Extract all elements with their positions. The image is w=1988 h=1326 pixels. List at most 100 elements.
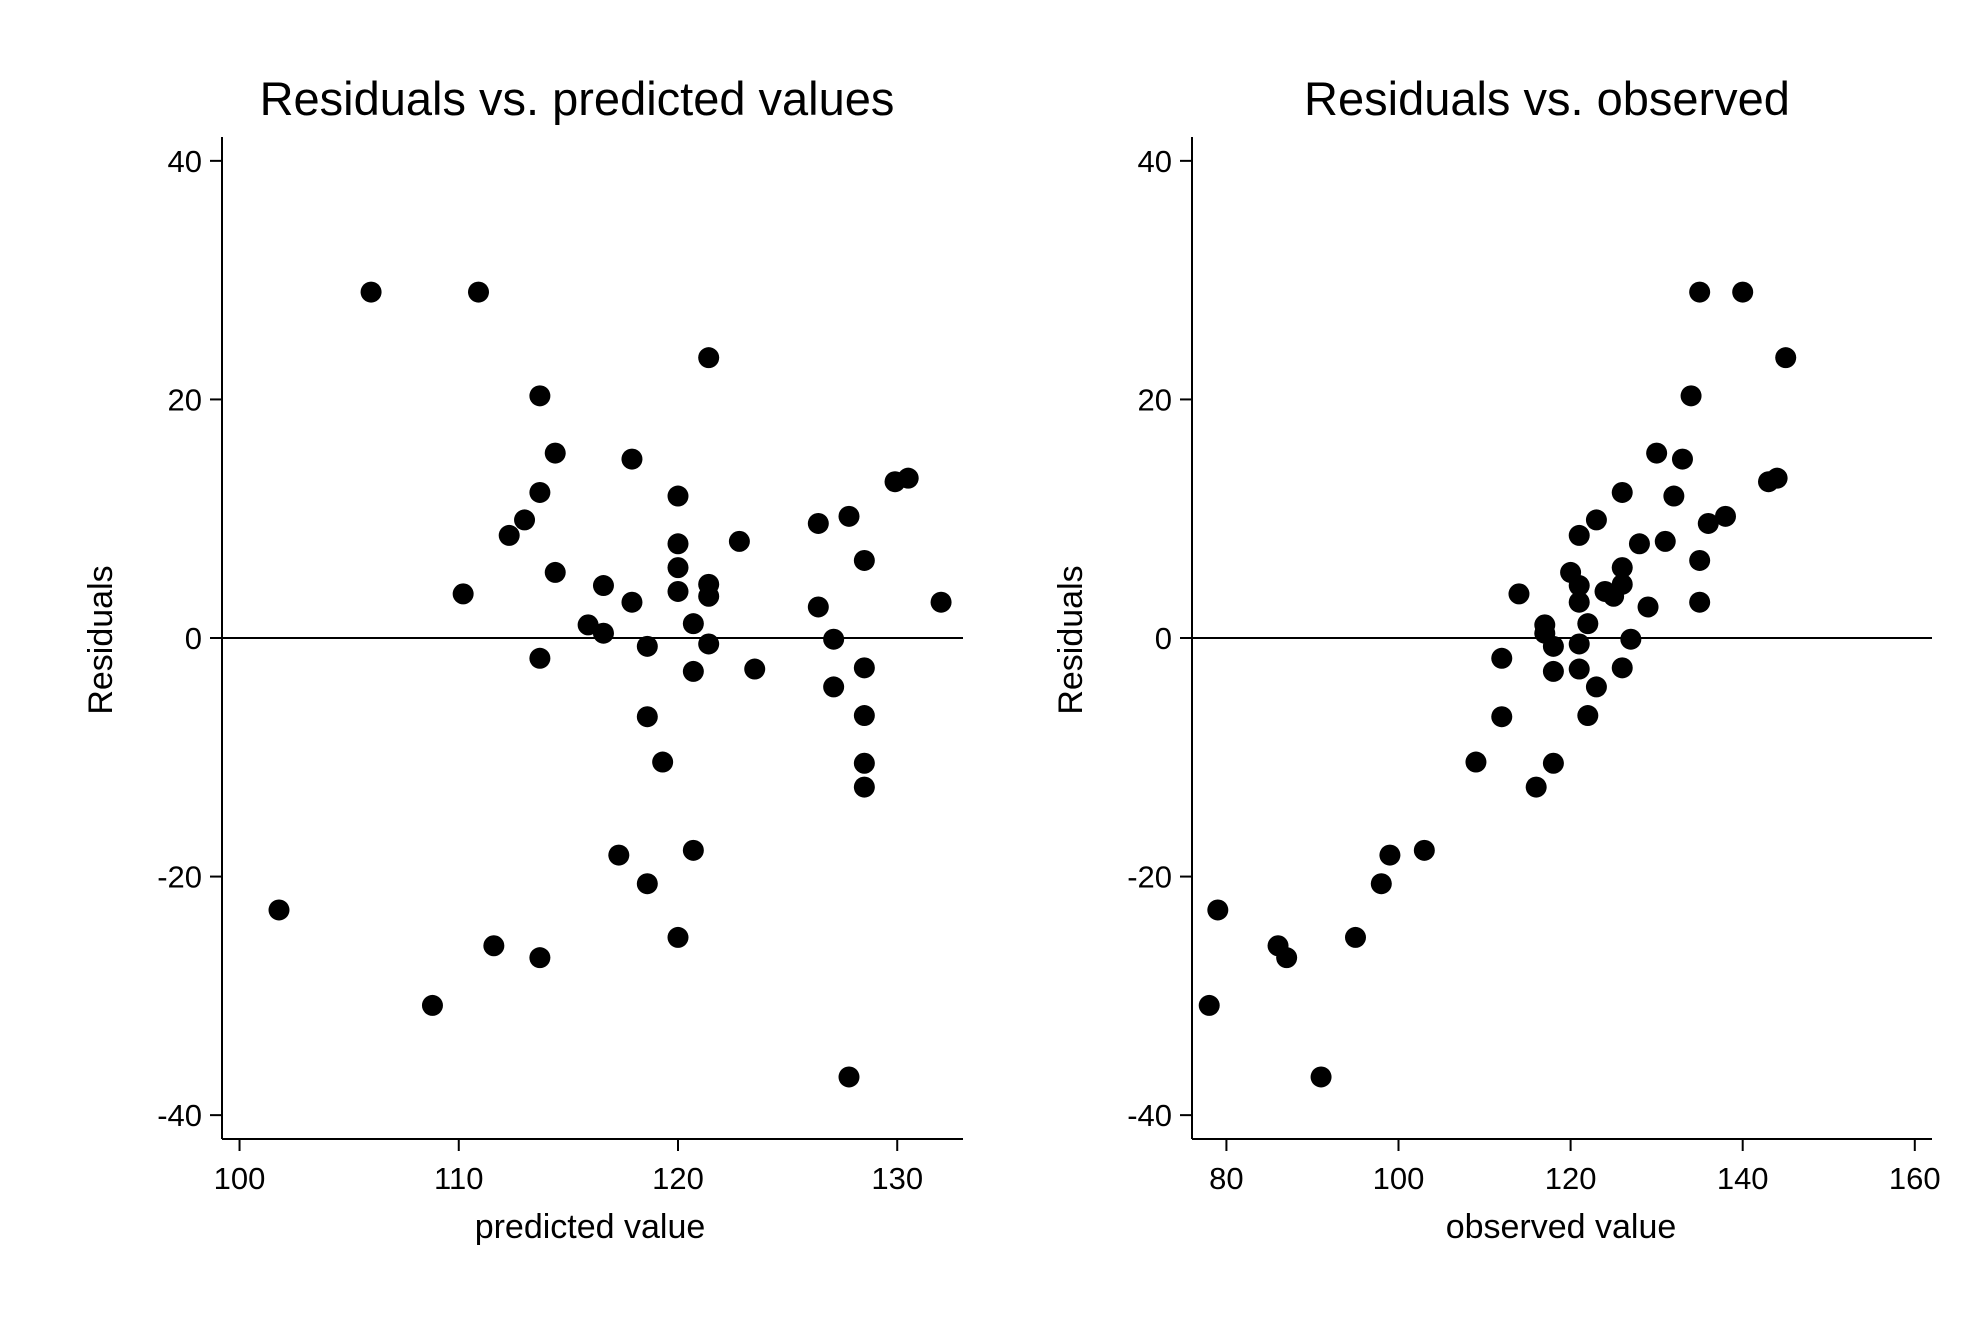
panel-right-y-tick-label: -20 <box>1127 860 1172 895</box>
panel-right-data-point <box>1680 385 1702 407</box>
panel-left-points <box>268 281 952 1088</box>
panel-right-axes: -40 -20 0 20 40 80 100 120 140 160 <box>1127 137 1941 1196</box>
panel-right-data-point <box>1379 844 1401 866</box>
panel-right-data-point <box>1611 573 1633 595</box>
panel-left-data-point <box>930 591 952 613</box>
panel-left-data-point <box>621 591 643 613</box>
panel-left-x-tick-label: 110 <box>434 1161 483 1196</box>
panel-right-y-axis-label: Residuals <box>1052 565 1090 714</box>
panel-left-data-point <box>807 596 829 618</box>
panel-left-data-point <box>529 385 551 407</box>
panel-right-data-point <box>1525 776 1547 798</box>
panel-right-data-point <box>1568 633 1590 655</box>
panel-left-data-point <box>667 485 689 507</box>
panel-right-data-point <box>1611 557 1633 579</box>
panel-left-y-tick-label: -40 <box>157 1098 202 1133</box>
panel-left-data-point <box>544 442 566 464</box>
panel-right-data-point <box>1671 448 1693 470</box>
panel-right-data-point <box>1654 530 1676 552</box>
panel-left-x-tick-label: 130 <box>871 1161 923 1196</box>
panel-left-y-tick-label: 0 <box>185 621 202 656</box>
panel-left-data-point <box>667 580 689 602</box>
panel-right-x-axis-label: observed value <box>1446 1208 1677 1246</box>
panel-left-data-point <box>529 481 551 503</box>
panel-left-data-point <box>682 660 704 682</box>
panel-left-data-point <box>529 647 551 669</box>
panel-left-data-point <box>592 622 614 644</box>
panel-right-x-tick-label: 140 <box>1717 1161 1769 1196</box>
panel-right-data-point <box>1276 947 1298 969</box>
panel-right-data-point <box>1732 281 1754 303</box>
panel-right-data-point <box>1344 926 1366 948</box>
panel-left-x-axis-label: predicted value <box>475 1208 706 1246</box>
panel-right-data-point <box>1620 628 1642 650</box>
panel-right-data-point <box>1697 512 1719 534</box>
panel-right-data-point <box>1585 509 1607 531</box>
panel-right-data-point <box>1585 676 1607 698</box>
panel-right-data-point <box>1568 575 1590 597</box>
panel-left-y-tick-label: 40 <box>168 144 202 179</box>
panel-left-data-point <box>682 613 704 635</box>
panel-left-data-point <box>698 633 720 655</box>
panel-left-title: Residuals vs. predicted values <box>260 72 895 125</box>
panel-left-data-point <box>838 1066 860 1088</box>
panel-right-data-point <box>1542 752 1564 774</box>
panel-right-data-point <box>1491 706 1513 728</box>
panel-left-data-point <box>853 549 875 571</box>
panel-right: Residuals vs. observed Residuals observe… <box>1052 72 1941 1246</box>
panel-right-data-point <box>1714 505 1736 527</box>
panel-left-data-point <box>667 926 689 948</box>
panel-right-data-point <box>1542 660 1564 682</box>
panel-left-data-point <box>667 533 689 555</box>
panel-left-y-tick-label: -20 <box>157 860 202 895</box>
panel-left-data-point <box>853 705 875 727</box>
panel-right-data-point <box>1766 467 1788 489</box>
panel-left-data-point <box>807 512 829 534</box>
panel-right-data-point <box>1637 596 1659 618</box>
panel-right-data-point <box>1577 705 1599 727</box>
panel-left-data-point <box>682 839 704 861</box>
panel-right-data-point <box>1542 635 1564 657</box>
panel-right-x-tick-label: 100 <box>1373 1161 1425 1196</box>
panel-left-data-point <box>728 530 750 552</box>
panel-right-data-point <box>1663 485 1685 507</box>
panel-left-data-point <box>698 585 720 607</box>
panel-left-data-point <box>421 994 443 1016</box>
panel-left-x-tick-label: 120 <box>652 1161 704 1196</box>
panel-left-y-axis-label: Residuals <box>82 565 120 714</box>
panel-right-data-point <box>1689 549 1711 571</box>
panel-right-points <box>1198 281 1797 1088</box>
panel-left-data-point <box>897 467 919 489</box>
panel-left-data-point <box>529 947 551 969</box>
panel-left-axes: -40 -20 0 20 40 100 110 120 130 <box>157 137 963 1196</box>
panel-right-data-point <box>1611 481 1633 503</box>
panel-right-data-point <box>1568 658 1590 680</box>
panel-left-data-point <box>621 448 643 470</box>
panel-left-data-point <box>483 935 505 957</box>
panel-left-data-point <box>608 844 630 866</box>
panel-left-data-point <box>636 873 658 895</box>
panel-right-data-point <box>1207 899 1229 921</box>
panel-right-data-point <box>1628 533 1650 555</box>
panel-right-x-tick-label: 80 <box>1209 1161 1243 1196</box>
panel-left-data-point <box>514 509 536 531</box>
panel-right-data-point <box>1508 583 1530 605</box>
panel-left: Residuals vs. predicted values Residuals… <box>82 72 963 1246</box>
panel-left-data-point <box>652 751 674 773</box>
panel-left-data-point <box>838 505 860 527</box>
panel-right-y-tick-label: -40 <box>1127 1098 1172 1133</box>
panel-left-x-tick-label: 100 <box>214 1161 266 1196</box>
panel-right-x-tick-label: 120 <box>1545 1161 1597 1196</box>
panel-left-data-point <box>823 628 845 650</box>
panel-right-data-point <box>1568 591 1590 613</box>
panel-left-data-point <box>853 776 875 798</box>
panel-left-data-point <box>577 614 599 636</box>
panel-left-data-point <box>592 575 614 597</box>
panel-left-data-point <box>468 281 489 303</box>
panel-left-data-point <box>544 561 566 583</box>
panel-right-data-point <box>1370 873 1392 895</box>
panel-left-data-point <box>360 281 382 303</box>
panel-left-data-point <box>636 706 658 728</box>
panel-right-data-point <box>1577 613 1599 635</box>
